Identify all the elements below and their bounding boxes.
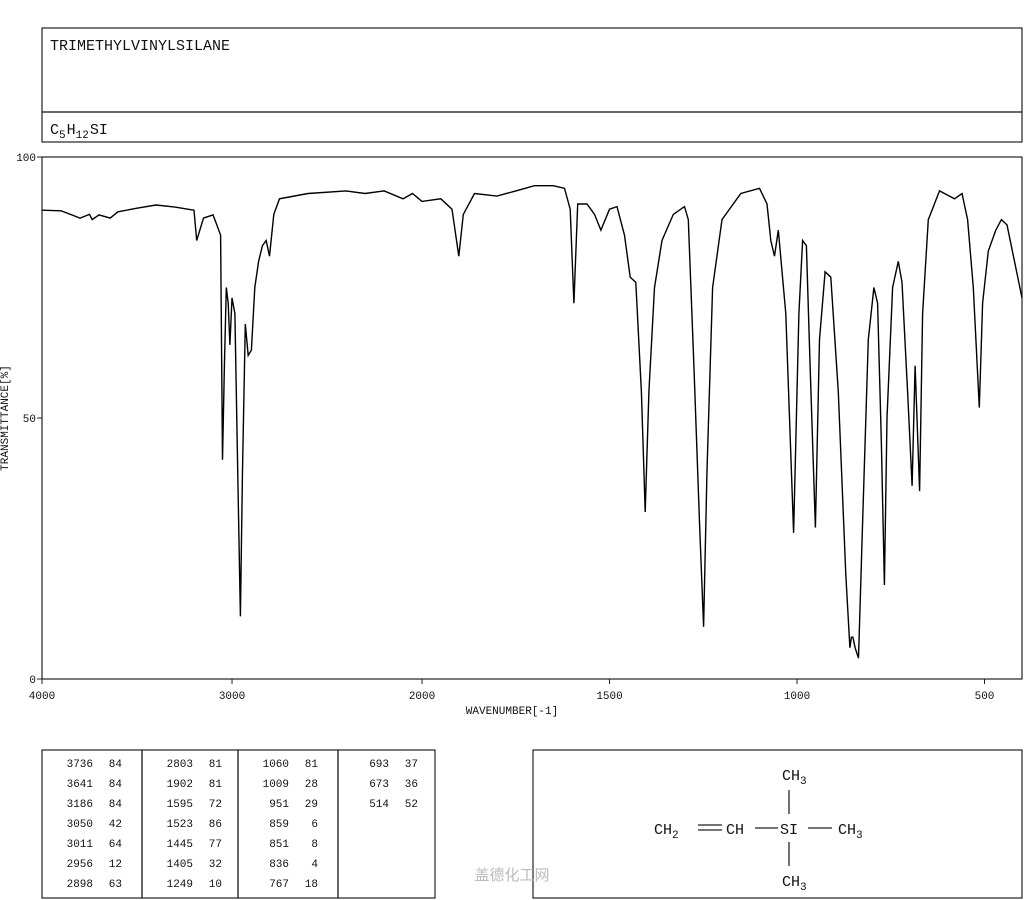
peak-wavenumber: 693 [369,759,389,771]
peak-wavenumber: 3641 [67,779,94,791]
peak-wavenumber: 1060 [263,759,289,771]
peak-wavenumber: 2803 [167,759,193,771]
peak-transmittance: 72 [209,799,222,811]
peak-transmittance: 84 [109,799,123,811]
formula-part-base: SI [90,122,108,139]
x-axis-label: WAVENUMBER[-1] [466,706,558,718]
peak-transmittance: 52 [405,799,418,811]
peak-transmittance: 64 [109,839,123,851]
peak-wavenumber: 3186 [67,799,93,811]
x-tick-label: 4000 [29,691,55,703]
y-tick-label: 0 [29,675,36,687]
structure-box [532,749,1023,899]
formula-part-base: H [67,122,76,139]
peak-transmittance: 81 [305,759,319,771]
formula-part-sub: 5 [59,130,66,142]
peak-wavenumber: 1595 [167,799,193,811]
atom-label: CH3 [782,768,807,788]
atom-label-base: CH [654,822,672,839]
spectrum-line [41,185,1023,659]
peak-transmittance: 18 [305,879,318,891]
x-tick-label: 1000 [784,691,810,703]
atom-label: CH3 [782,874,807,894]
formula-part-sub: 12 [76,130,89,142]
atom-label-base: CH [838,822,856,839]
peak-wavenumber: 767 [269,879,289,891]
peak-wavenumber: 859 [269,819,289,831]
atom-label-base: SI [780,822,798,839]
atom-label-sub: 3 [856,830,863,842]
peak-transmittance: 84 [109,759,123,771]
peak-wavenumber: 951 [269,799,289,811]
peak-column [337,749,436,899]
peak-wavenumber: 1009 [263,779,289,791]
x-tick-label: 500 [975,691,995,703]
peak-transmittance: 4 [311,859,318,871]
peak-transmittance: 84 [109,779,123,791]
peak-transmittance: 81 [209,759,223,771]
atom-label-base: CH [782,768,800,785]
peak-transmittance: 29 [305,799,318,811]
peak-transmittance: 63 [109,879,122,891]
peak-transmittance: 81 [209,779,223,791]
peak-transmittance: 12 [109,859,122,871]
peak-wavenumber: 1523 [167,819,193,831]
peak-wavenumber: 3736 [67,759,93,771]
atom-label-base: CH [782,874,800,891]
peak-transmittance: 28 [305,779,318,791]
atom-label-sub: 3 [800,882,807,894]
peak-wavenumber: 3050 [67,819,93,831]
peak-wavenumber: 1902 [167,779,193,791]
peak-transmittance: 37 [405,759,418,771]
atom-label: CH [726,822,744,839]
formula-part: C5 [50,122,66,142]
x-tick-label: 2000 [409,691,435,703]
atom-label-sub: 2 [672,830,679,842]
x-tick-label: 3000 [219,691,245,703]
atom-label: CH2 [654,822,679,842]
peak-wavenumber: 514 [369,799,389,811]
watermark: 盖德化工网 [474,866,549,884]
atom-label: SI [780,822,798,839]
peak-wavenumber: 1445 [167,839,193,851]
formula-part-base: C [50,122,59,139]
atom-label-base: CH [726,822,744,839]
compound-name: TRIMETHYLVINYLSILANE [50,38,230,55]
peak-wavenumber: 1249 [167,879,193,891]
peak-transmittance: 42 [109,819,122,831]
peak-transmittance: 6 [311,819,318,831]
x-tick-label: 1500 [596,691,622,703]
peak-wavenumber: 2956 [67,859,93,871]
formula-part: SI [90,122,108,139]
peak-wavenumber: 1405 [167,859,193,871]
peak-transmittance: 77 [209,839,222,851]
peak-wavenumber: 836 [269,859,289,871]
y-tick-label: 100 [16,153,36,165]
y-axis-label: TRANSMITTANCE[%] [0,365,12,471]
peak-transmittance: 32 [209,859,222,871]
peak-wavenumber: 673 [369,779,389,791]
peak-wavenumber: 2898 [67,879,93,891]
peak-transmittance: 86 [209,819,222,831]
peak-wavenumber: 3011 [67,839,94,851]
peak-wavenumber: 851 [269,839,289,851]
formula-part: H12 [67,122,89,142]
formula-box [41,111,1023,143]
peak-transmittance: 36 [405,779,418,791]
y-tick-label: 50 [23,414,36,426]
atom-label-sub: 3 [800,776,807,788]
peak-transmittance: 8 [311,839,318,851]
peak-transmittance: 10 [209,879,222,891]
plot-frame [41,156,1023,680]
atom-label: CH3 [838,822,863,842]
